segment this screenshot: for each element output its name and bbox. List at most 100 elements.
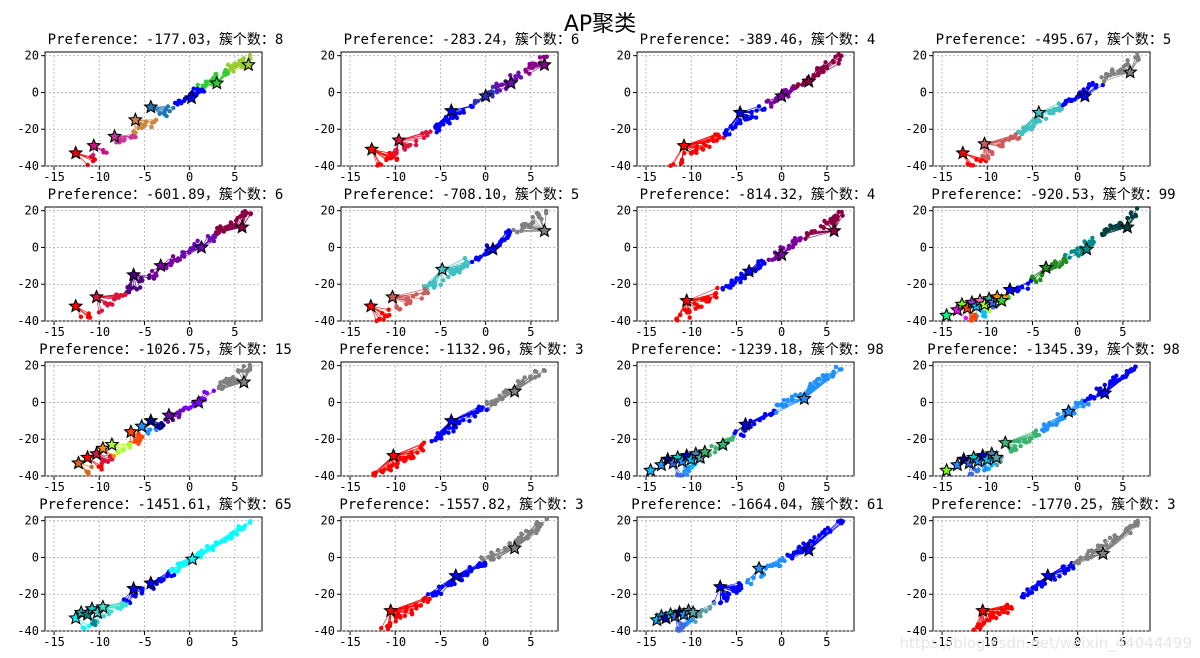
data-point: [766, 257, 771, 263]
data-point: [425, 290, 431, 296]
data-point: [438, 435, 443, 440]
data-point: [497, 88, 503, 93]
data-point: [726, 438, 731, 443]
data-point: [425, 592, 431, 597]
data-point: [86, 472, 91, 477]
subplot-4: Preference：-495.67，簇个数：5 -15 -10 -5 0 5 -40 -20…: [905, 32, 1171, 184]
data-point: [420, 448, 426, 453]
y-tick-label: 0: [920, 240, 927, 254]
data-point: [704, 299, 709, 304]
y-tick-label: 0: [328, 395, 335, 409]
data-point: [85, 162, 90, 168]
link-line: [804, 366, 837, 399]
data-point: [807, 384, 812, 389]
data-point: [761, 259, 766, 265]
data-point: [495, 83, 500, 89]
data-point: [179, 253, 185, 259]
data-point: [677, 473, 683, 478]
data-point: [176, 567, 181, 573]
subplot-14: Preference：-1557.82，簇个数：3 -15 -10 -5 0 5 -40 -2…: [313, 497, 583, 649]
exemplar-star: [801, 542, 817, 557]
data-point: [818, 66, 823, 71]
data-point: [421, 135, 427, 141]
x-tick-label: -15: [635, 635, 657, 649]
data-point: [527, 224, 533, 229]
x-tick-label: -15: [635, 480, 657, 494]
data-point: [86, 624, 92, 629]
data-point: [1085, 401, 1090, 406]
exemplar-star: [161, 407, 177, 422]
data-point: [694, 144, 700, 149]
y-tick-label: -20: [17, 432, 39, 446]
data-point: [833, 364, 839, 370]
exemplar-star: [1095, 545, 1111, 561]
x-tick-label: 0: [1074, 325, 1081, 339]
data-point: [1133, 364, 1138, 369]
data-point: [1057, 574, 1062, 579]
y-tick-label: -40: [17, 624, 39, 638]
x-tick-label: -15: [43, 480, 65, 494]
data-point: [484, 243, 490, 248]
data-point: [134, 287, 140, 292]
data-point: [791, 242, 796, 248]
link-line: [514, 521, 538, 549]
link-line: [514, 526, 541, 549]
exemplar-star: [774, 88, 790, 103]
exemplar-star: [994, 292, 1010, 308]
data-point: [812, 535, 817, 540]
data-point: [133, 134, 138, 140]
data-point: [248, 211, 254, 216]
data-point: [221, 378, 227, 384]
data-point: [1027, 439, 1032, 444]
subplot-title: Preference：-1451.61，簇个数：65: [39, 497, 292, 513]
data-point: [488, 555, 494, 560]
exemplar-star: [1040, 567, 1056, 583]
data-point: [1072, 97, 1077, 102]
exemplar-star: [123, 423, 139, 439]
data-point: [836, 61, 841, 66]
data-point: [434, 129, 439, 135]
data-point: [233, 218, 239, 223]
exemplar-star: [536, 222, 552, 238]
x-tick-label: -5: [433, 635, 447, 649]
exemplar-star: [1119, 219, 1135, 234]
data-point: [414, 606, 419, 611]
exemplar-star: [826, 222, 842, 238]
subplot-9: Preference：-1026.75，簇个数：15 -15 -10 -5 0 5 -40 -…: [17, 342, 291, 494]
y-tick-label: -20: [609, 122, 631, 136]
data-point: [679, 157, 685, 163]
data-point: [734, 121, 740, 126]
exemplar-star: [774, 246, 790, 262]
data-point: [975, 625, 980, 630]
exemplar-star: [191, 394, 207, 409]
data-point: [1047, 420, 1052, 426]
data-point: [530, 215, 536, 220]
data-point: [682, 622, 687, 627]
y-tick-label: -20: [609, 432, 631, 446]
data-point: [733, 429, 738, 434]
data-point: [734, 586, 739, 592]
data-point: [1021, 595, 1026, 600]
data-point: [1128, 211, 1134, 216]
data-point: [1107, 535, 1113, 540]
link-line: [804, 375, 824, 399]
data-point: [1041, 428, 1047, 434]
exemplar-star: [143, 412, 159, 428]
y-tick-label: 20: [913, 359, 927, 373]
y-tick-label: -40: [905, 469, 927, 483]
data-point: [837, 367, 842, 372]
x-tick-label: -10: [88, 480, 110, 494]
data-point: [469, 104, 474, 109]
y-tick-label: -20: [609, 587, 631, 601]
y-tick-label: 0: [920, 395, 927, 409]
x-tick-label: -10: [976, 325, 998, 339]
data-point: [1094, 386, 1099, 391]
data-point: [684, 310, 690, 315]
data-point: [195, 238, 200, 243]
data-point: [994, 462, 1000, 468]
data-point: [736, 581, 742, 586]
y-tick-label: 20: [25, 514, 39, 528]
data-point: [402, 147, 408, 152]
data-point: [534, 369, 539, 375]
data-point: [692, 149, 697, 154]
